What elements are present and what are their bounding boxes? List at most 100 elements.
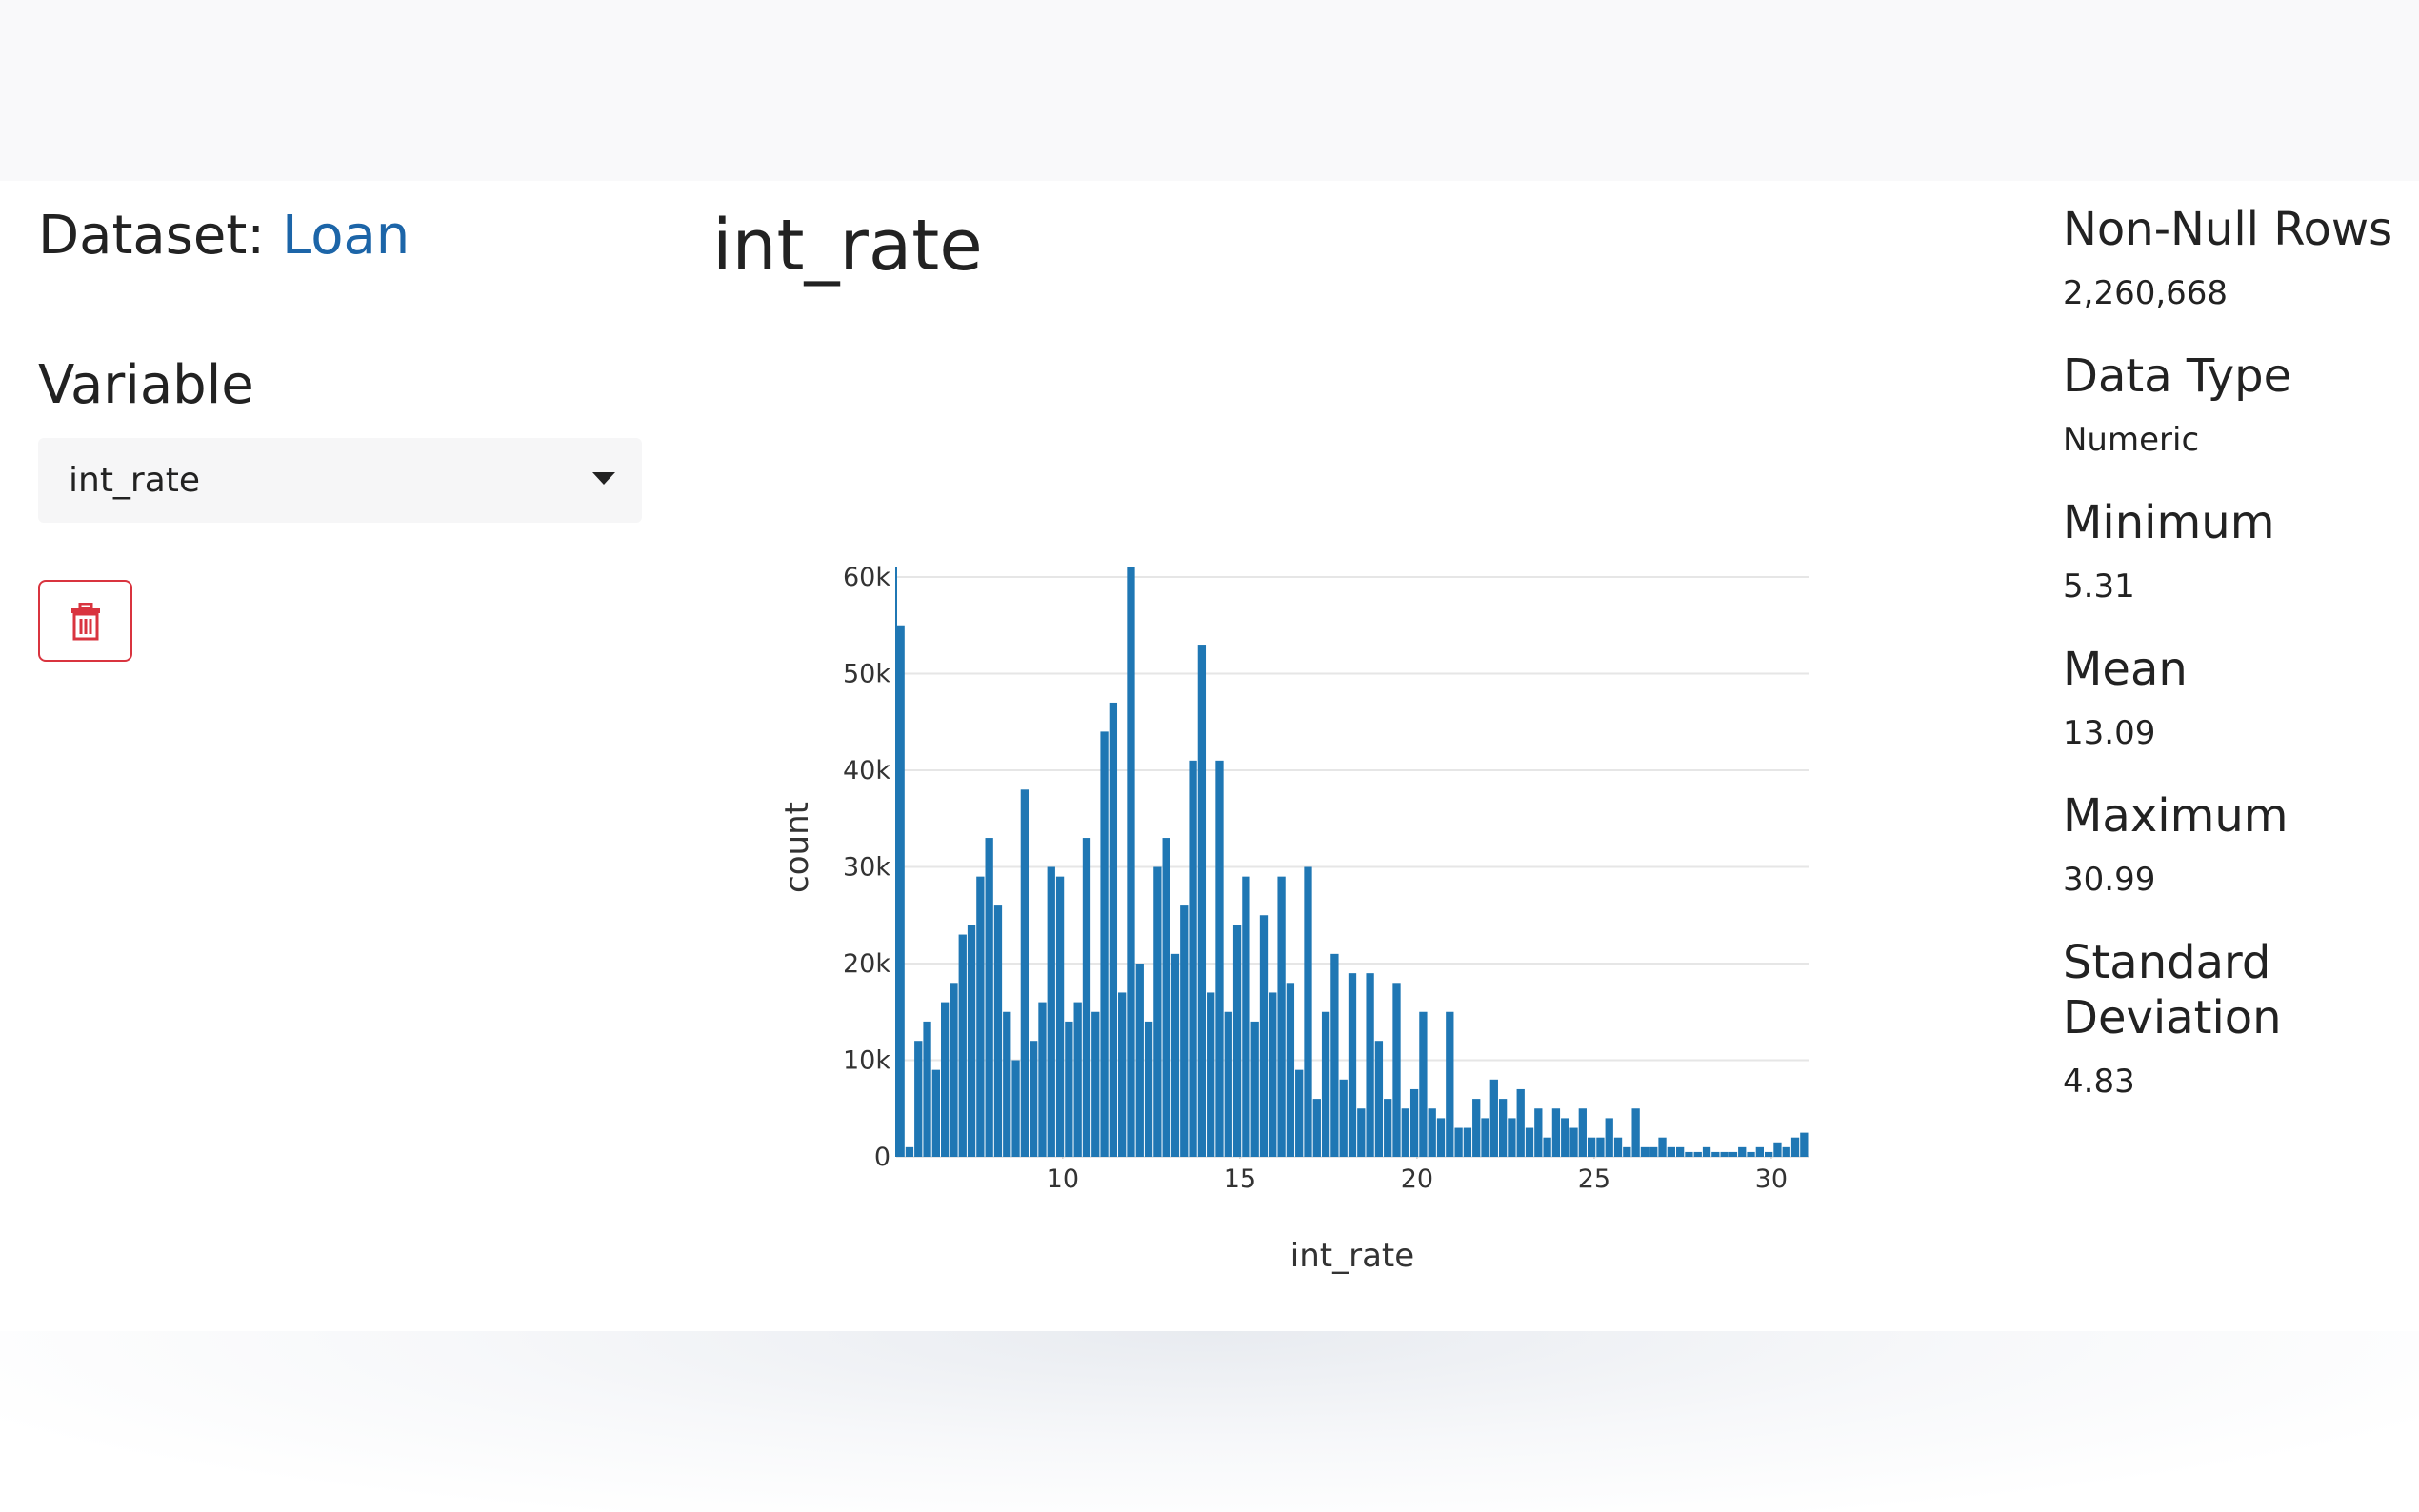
stats-panel: Non-Null Rows 2,260,668 Data Type Numeric Mi… — [2063, 202, 2415, 1137]
bar — [1207, 992, 1215, 1157]
x-tick-label: 20 — [1401, 1164, 1433, 1194]
bar — [1091, 1011, 1100, 1157]
bar — [1702, 1146, 1711, 1157]
bar — [1038, 1002, 1047, 1157]
bar — [1180, 905, 1189, 1157]
bar — [1605, 1118, 1613, 1157]
dataset-heading: Dataset: Loan — [38, 205, 410, 267]
bar — [1773, 1142, 1782, 1157]
bar — [1189, 760, 1197, 1157]
stat-value: 2,260,668 — [2063, 274, 2229, 312]
bar — [1569, 1127, 1578, 1157]
bar — [1596, 1137, 1605, 1157]
y-axis-title: count — [778, 802, 816, 893]
bar — [1436, 1118, 1446, 1157]
bar — [1348, 973, 1357, 1157]
bar — [1304, 866, 1312, 1157]
bar — [958, 934, 967, 1157]
bar — [1782, 1146, 1790, 1157]
chart-title: int_rate — [712, 205, 983, 287]
bar — [1118, 992, 1127, 1157]
bar — [1109, 702, 1118, 1157]
dropdown-value: int_rate — [69, 461, 201, 500]
bar — [1667, 1146, 1675, 1157]
bar — [1649, 1146, 1658, 1157]
x-tick-label: 15 — [1224, 1164, 1256, 1194]
bar — [1685, 1151, 1693, 1157]
bar — [1073, 1002, 1082, 1157]
y-tick-label: 10k — [843, 1046, 890, 1076]
bar — [993, 905, 1003, 1157]
bar — [1224, 1011, 1232, 1157]
bar — [905, 1146, 914, 1157]
bar — [1269, 992, 1277, 1157]
bar — [1392, 983, 1401, 1157]
bar — [1055, 876, 1065, 1157]
y-tick-label: 0 — [874, 1143, 890, 1172]
bar — [1259, 915, 1269, 1157]
bar — [1135, 964, 1144, 1157]
bar — [1215, 760, 1224, 1157]
bar — [1250, 1021, 1259, 1157]
chart: 0 10k 20k 30k 40k 50k 60k 10 15 20 25 30 int_rate cou… — [778, 563, 1809, 1275]
bar — [1508, 1118, 1516, 1157]
bar — [1623, 1146, 1631, 1157]
bar — [1463, 1127, 1472, 1157]
bar — [1321, 1011, 1330, 1157]
bar — [1003, 1011, 1011, 1157]
y-tick-label: 30k — [843, 853, 890, 883]
bar — [941, 1002, 950, 1157]
stat-label: Minimum — [2063, 496, 2275, 549]
bar — [1613, 1137, 1623, 1157]
x-axis-title: int_rate — [1290, 1237, 1414, 1275]
stat-label: Data Type — [2063, 349, 2292, 403]
bar — [1030, 1041, 1038, 1157]
bar — [1409, 1088, 1419, 1157]
bar — [931, 1069, 941, 1157]
bar — [1170, 953, 1180, 1157]
bar — [1454, 1127, 1463, 1157]
bar — [1047, 866, 1055, 1157]
bar — [1312, 1099, 1321, 1157]
bar — [1065, 1021, 1073, 1157]
top-bar — [0, 0, 2419, 181]
bar — [976, 876, 985, 1157]
bar — [1384, 1099, 1392, 1157]
bar — [1516, 1088, 1525, 1157]
y-tick-label: 40k — [843, 756, 890, 786]
stat-value: 4.83 — [2063, 1063, 2135, 1101]
bar — [1489, 1079, 1498, 1157]
bar — [1525, 1127, 1534, 1157]
bar — [1755, 1146, 1764, 1157]
bar — [1498, 1099, 1508, 1157]
bar — [1481, 1118, 1489, 1157]
bar — [1162, 838, 1170, 1157]
bar — [1631, 1108, 1640, 1157]
bar — [1693, 1151, 1702, 1157]
bar — [1277, 876, 1286, 1157]
dataset-name[interactable]: Loan — [281, 205, 410, 267]
x-tick-label: 10 — [1047, 1164, 1079, 1194]
stat-value: 30.99 — [2063, 861, 2156, 899]
x-tick-label: 25 — [1578, 1164, 1610, 1194]
bar — [1640, 1146, 1649, 1157]
bar — [1374, 1041, 1384, 1157]
bar — [1561, 1118, 1569, 1157]
bar — [1428, 1108, 1436, 1157]
bar — [1401, 1108, 1409, 1157]
bar — [1286, 983, 1295, 1157]
stat-label: Non-Null Rows — [2063, 203, 2393, 256]
variable-dropdown[interactable]: int_rate — [38, 438, 642, 523]
bar — [914, 1041, 923, 1157]
stat-label: Maximum — [2063, 789, 2289, 843]
bar — [896, 625, 905, 1157]
bar — [1543, 1137, 1551, 1157]
delete-button[interactable] — [38, 580, 132, 662]
bar — [1720, 1151, 1729, 1157]
bar — [1587, 1137, 1596, 1157]
bar — [1446, 1011, 1454, 1157]
bar — [1534, 1108, 1543, 1157]
bar — [1144, 1021, 1153, 1157]
bar — [1658, 1137, 1667, 1157]
bar — [1747, 1151, 1755, 1157]
